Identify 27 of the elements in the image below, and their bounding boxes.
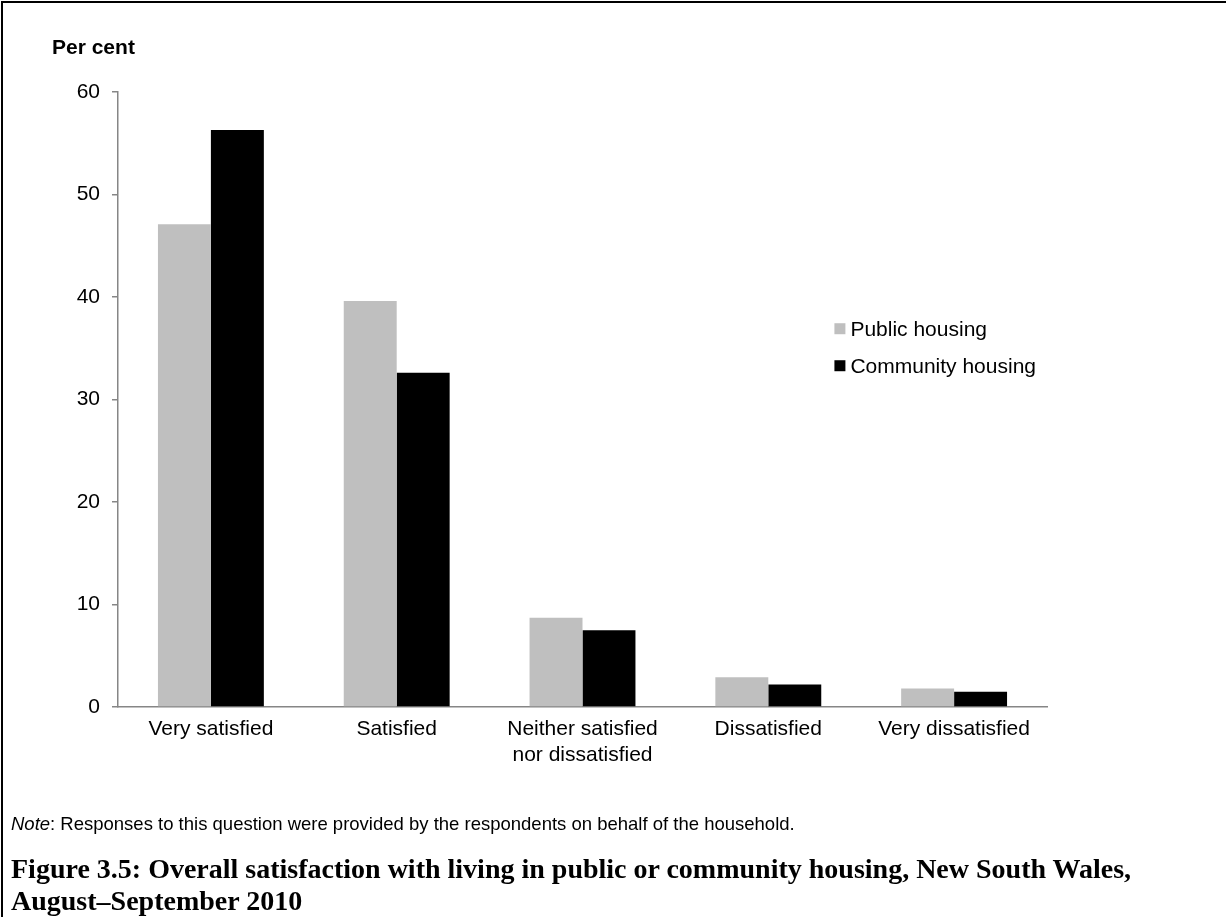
x-tick-label: Neither satisfied nor dissatisfied bbox=[507, 716, 658, 765]
y-tick-label: 10 bbox=[76, 591, 100, 615]
bar bbox=[210, 129, 264, 707]
y-tick-label: 20 bbox=[76, 488, 100, 512]
x-tick-label: Very dissatisfied bbox=[878, 716, 1030, 740]
text: Figure 3.5: Overall satisfaction with living in public or community housing, New South Wales, August–September 2010 bbox=[11, 853, 1133, 916]
bar bbox=[715, 677, 769, 707]
bar bbox=[954, 691, 1008, 707]
y-tick-label: 60 bbox=[76, 78, 100, 102]
text: Note: Responses to this question were provided by the respondents on behalf of the household. bbox=[11, 813, 795, 835]
y-tick-label: 40 bbox=[76, 283, 100, 307]
bar bbox=[529, 617, 583, 707]
bar bbox=[582, 630, 636, 707]
x-tick-label: Satisfied bbox=[356, 716, 437, 740]
bar bbox=[396, 372, 450, 707]
legend-label: Public housing bbox=[850, 316, 988, 340]
bar bbox=[157, 224, 211, 707]
x-tick-label: Very satisfied bbox=[148, 716, 274, 740]
y-tick-label: 50 bbox=[76, 181, 100, 205]
bar bbox=[343, 301, 397, 707]
bar bbox=[768, 684, 822, 707]
y-tick-label: 0 bbox=[88, 693, 100, 717]
y-tick-label: 30 bbox=[76, 386, 100, 410]
x-tick-label: Dissatisfied bbox=[714, 716, 822, 740]
legend-label: Community housing bbox=[850, 353, 1037, 377]
bar bbox=[901, 688, 955, 707]
y-axis-title: Per cent bbox=[52, 35, 135, 58]
